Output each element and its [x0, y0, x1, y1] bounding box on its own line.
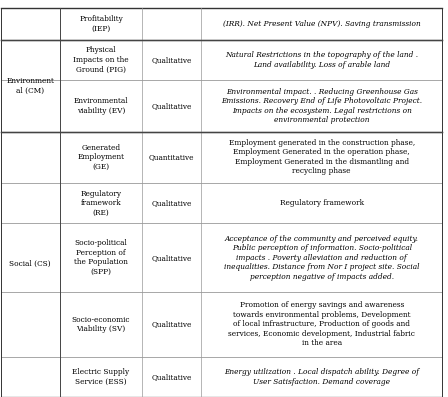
Text: Qualitative: Qualitative [151, 199, 192, 207]
Text: Quantitative: Quantitative [149, 153, 194, 161]
Text: Environment
al (CM): Environment al (CM) [6, 77, 54, 94]
Text: Profitability
(IEP): Profitability (IEP) [79, 15, 123, 33]
Text: Qualitative: Qualitative [151, 102, 192, 110]
Text: Electric Supply
Service (ESS): Electric Supply Service (ESS) [73, 368, 129, 385]
Text: Qualitative: Qualitative [151, 373, 192, 381]
Text: Qualitative: Qualitative [151, 320, 192, 328]
Text: Employment generated in the construction phase,
Employment Generated in the oper: Employment generated in the construction… [228, 139, 415, 175]
Text: Physical
Impacts on the
Ground (PIG): Physical Impacts on the Ground (PIG) [73, 46, 129, 73]
Text: Acceptance of the community and perceived equity.
Public perception of informati: Acceptance of the community and perceive… [224, 235, 419, 281]
Text: Socio-political
Perception of
the Population
(SPP): Socio-political Perception of the Popula… [74, 239, 128, 276]
Text: Qualitative: Qualitative [151, 56, 192, 64]
Text: Social (CS): Social (CS) [9, 260, 51, 268]
Text: Socio-economic
Viability (SV): Socio-economic Viability (SV) [72, 316, 130, 333]
Text: Energy utilization . Local dispatch ability. Degree of
User Satisfaction. Demand: Energy utilization . Local dispatch abil… [224, 368, 419, 385]
Text: (IRR). Net Present Value (NPV). Saving transmission: (IRR). Net Present Value (NPV). Saving t… [223, 20, 421, 28]
Text: Promotion of energy savings and awareness
towards environmental problems, Develo: Promotion of energy savings and awarenes… [228, 301, 415, 347]
Text: Environmental impact. . Reducing Greenhouse Gas
Emissions. Recovery End of Life : Environmental impact. . Reducing Greenho… [221, 88, 422, 124]
Text: Generated
Employment
(GE): Generated Employment (GE) [78, 144, 125, 171]
Text: Regulatory framework: Regulatory framework [280, 199, 364, 207]
Text: Environmental
viability (EV): Environmental viability (EV) [73, 97, 128, 115]
Text: Regulatory
framework
(RE): Regulatory framework (RE) [81, 190, 121, 217]
Text: Qualitative: Qualitative [151, 254, 192, 262]
Text: Natural Restrictions in the topography of the land .
Land availability. Loss of : Natural Restrictions in the topography o… [225, 51, 418, 69]
